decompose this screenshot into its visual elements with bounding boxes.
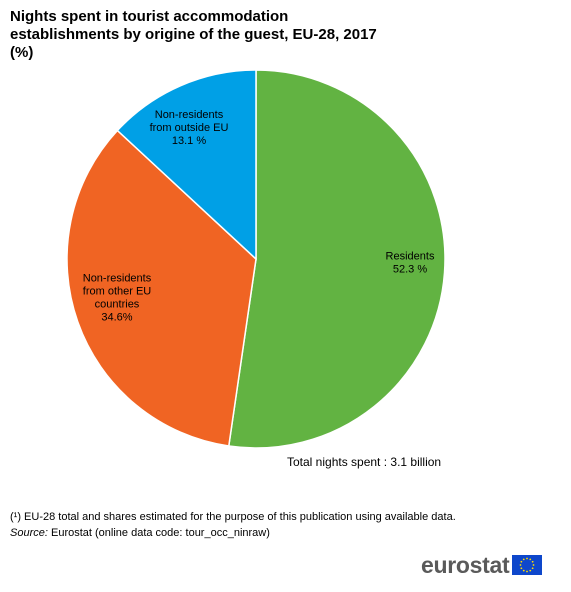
eurostat-logo: eurostat <box>421 552 543 578</box>
slice-label-line: Non-residents <box>155 109 224 121</box>
source-label: Source: <box>10 527 48 539</box>
eu-flag-icon <box>512 555 543 575</box>
chart-title-line: (%) <box>10 44 34 61</box>
slice-label-line: countries <box>95 299 140 311</box>
chart-title-line: establishments by origine of the guest, … <box>10 26 377 43</box>
slice-label: Residents 52.3 % <box>386 251 435 276</box>
slice-residents <box>227 69 446 449</box>
chart-title: Nights spent in tourist accommodation es… <box>10 8 450 62</box>
slice-label-line: Residents <box>386 251 435 263</box>
slice-label: Non-residents from outside EU 13.1 % <box>150 109 229 147</box>
source-text: Eurostat (online data code: tour_occ_nin… <box>50 527 270 539</box>
slice-label-line: Non-residents <box>83 273 152 285</box>
slice-label-line: 34.6% <box>101 312 132 324</box>
slice-non-residents-outside-eu <box>116 69 257 261</box>
slice-label-line: 13.1 % <box>172 135 206 147</box>
slice-label-line: 52.3 % <box>393 264 427 276</box>
slice-label-line: from other EU <box>83 286 152 298</box>
source-note: Source: Eurostat (online data code: tour… <box>10 527 270 539</box>
slice-non-residents-eu <box>66 129 257 447</box>
slice-label: Non-residents from other EU countries 34.6% <box>83 273 152 324</box>
chart-title-line: Nights spent in tourist accommodation <box>10 8 289 25</box>
logo-text: eurostat <box>421 552 510 578</box>
footnote: (¹) EU-28 total and shares estimated for… <box>10 511 456 523</box>
total-annotation: Total nights spent : 3.1 billion <box>287 455 442 469</box>
slice-label-line: from outside EU <box>150 122 229 134</box>
